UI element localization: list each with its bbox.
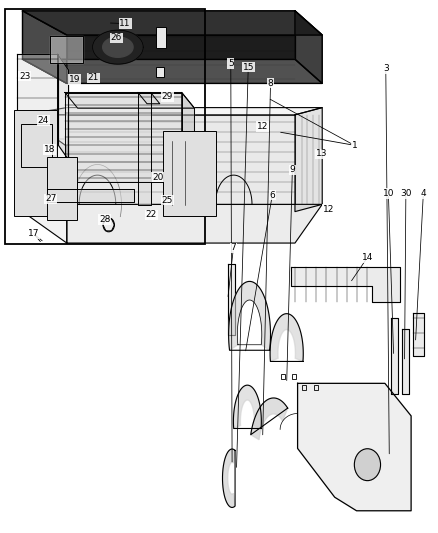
Text: 12: 12: [322, 205, 334, 214]
Text: 28: 28: [99, 215, 110, 224]
Polygon shape: [50, 36, 83, 63]
Polygon shape: [22, 11, 67, 83]
Polygon shape: [22, 115, 67, 243]
Polygon shape: [57, 54, 68, 160]
Text: 6: 6: [269, 191, 275, 200]
Polygon shape: [22, 11, 322, 35]
Circle shape: [354, 449, 381, 481]
Polygon shape: [291, 266, 400, 302]
Polygon shape: [182, 93, 194, 198]
Polygon shape: [229, 281, 271, 350]
Bar: [156, 67, 164, 77]
Text: 17: 17: [28, 229, 39, 238]
Text: 14: 14: [362, 253, 373, 262]
Polygon shape: [297, 383, 411, 511]
Polygon shape: [46, 189, 134, 203]
Bar: [21, 124, 52, 166]
Polygon shape: [22, 59, 322, 83]
Text: 24: 24: [38, 116, 49, 125]
Text: 8: 8: [268, 78, 273, 87]
Polygon shape: [18, 54, 57, 144]
Polygon shape: [92, 30, 143, 64]
Polygon shape: [413, 313, 424, 356]
Polygon shape: [67, 115, 295, 204]
Polygon shape: [102, 37, 133, 58]
Text: 13: 13: [316, 149, 327, 158]
Bar: [314, 385, 318, 390]
Text: 27: 27: [45, 195, 57, 204]
Polygon shape: [65, 93, 194, 108]
Text: 19: 19: [69, 75, 81, 84]
Polygon shape: [403, 329, 409, 394]
Polygon shape: [270, 314, 303, 361]
Text: 18: 18: [44, 145, 55, 154]
Bar: [14, 110, 57, 216]
Polygon shape: [233, 385, 261, 429]
Polygon shape: [22, 108, 322, 115]
Text: 29: 29: [162, 92, 173, 101]
Polygon shape: [65, 93, 182, 182]
Bar: [281, 375, 285, 379]
Polygon shape: [295, 11, 322, 83]
Bar: [163, 131, 216, 216]
Text: 23: 23: [19, 71, 30, 80]
Bar: [302, 385, 306, 390]
Text: 21: 21: [88, 73, 99, 82]
Text: 20: 20: [152, 173, 163, 182]
Bar: [5, 9, 205, 244]
Polygon shape: [138, 93, 151, 205]
Polygon shape: [251, 398, 288, 440]
Text: 3: 3: [383, 64, 389, 73]
Polygon shape: [295, 108, 322, 212]
Text: 26: 26: [111, 34, 122, 43]
Text: 7: 7: [230, 244, 236, 253]
Text: 10: 10: [383, 189, 394, 198]
Text: 11: 11: [120, 19, 131, 28]
Polygon shape: [138, 93, 160, 104]
Text: 1: 1: [351, 141, 357, 150]
Bar: [292, 375, 296, 379]
Text: 30: 30: [400, 189, 412, 198]
Polygon shape: [228, 264, 235, 335]
Polygon shape: [67, 35, 295, 59]
Text: 25: 25: [162, 196, 173, 205]
Text: 15: 15: [243, 63, 254, 71]
Text: 9: 9: [290, 165, 295, 174]
Text: 12: 12: [257, 122, 268, 131]
Bar: [156, 27, 166, 47]
Text: 4: 4: [420, 189, 426, 198]
Text: 5: 5: [228, 59, 233, 68]
Bar: [46, 157, 77, 220]
Text: 22: 22: [146, 211, 157, 220]
Polygon shape: [223, 449, 235, 507]
Polygon shape: [67, 204, 322, 243]
Polygon shape: [392, 318, 398, 394]
